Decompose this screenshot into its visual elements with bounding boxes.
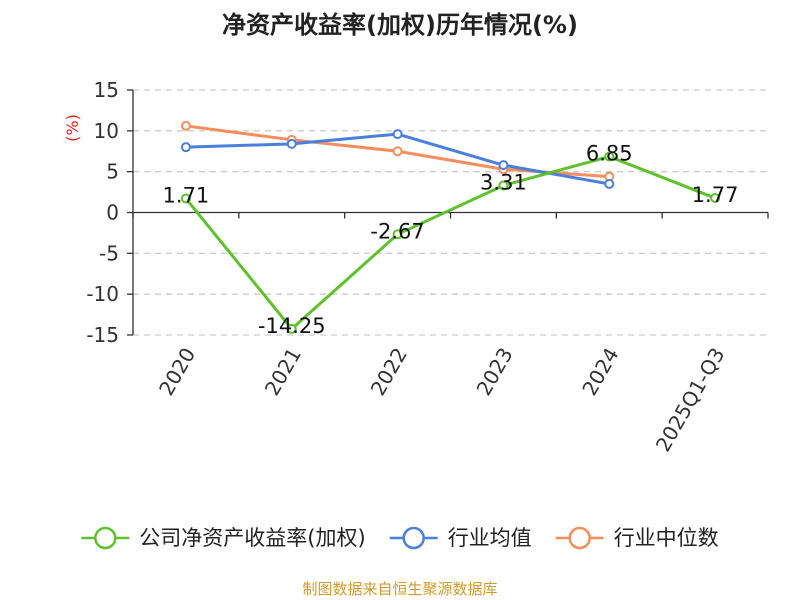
legend-swatch-marker	[402, 526, 425, 550]
y-tick-label: 0	[106, 201, 119, 225]
data-label: 3.31	[480, 170, 527, 194]
chart-title: 净资产收益率(加权)历年情况(%)	[222, 11, 578, 39]
y-tick-label: 5	[106, 160, 119, 184]
x-tick-label: 2025Q1-Q3	[651, 344, 730, 456]
data-point	[392, 129, 403, 140]
data-point	[286, 323, 297, 334]
data-labels: 1.71 -14.25 -2.67 3.31 6.85 1.77	[163, 142, 739, 338]
data-point	[604, 178, 615, 189]
legend-label: 行业中位数	[614, 526, 719, 550]
legend-swatch-marker	[568, 526, 591, 550]
x-tick-label: 2020	[154, 344, 200, 400]
data-point	[392, 229, 403, 240]
y-tick-label: 15	[94, 78, 119, 102]
x-tick-label: 2023	[472, 344, 518, 400]
data-label: 6.85	[586, 142, 633, 166]
data-label: -2.67	[370, 219, 424, 243]
data-point	[180, 142, 191, 153]
axes: 15 10 5 0 -5 -10 -15 2020 2021 2022 2023 2024 2025Q1…	[86, 78, 769, 456]
data-label: 1.71	[163, 184, 210, 208]
series-line	[184, 155, 716, 331]
y-tick-label: -5	[99, 241, 119, 265]
data-point	[180, 193, 191, 204]
legend-label: 行业均值	[448, 526, 532, 550]
source-note: 制图数据来自恒生聚源数据库	[302, 580, 497, 598]
y-axis-unit: (%)	[63, 114, 82, 142]
legend-item[interactable]: 行业中位数	[555, 526, 719, 550]
legend-label: 公司净资产收益率(加权)	[139, 526, 365, 550]
data-point	[498, 180, 509, 191]
x-tick-label: 2024	[577, 344, 623, 400]
series-line	[185, 132, 610, 186]
grid	[133, 89, 768, 336]
y-tick-label: -10	[86, 282, 119, 306]
data-point	[286, 138, 297, 149]
series	[180, 120, 721, 334]
legend-item[interactable]: 行业均值	[389, 526, 532, 550]
data-point	[180, 120, 191, 131]
legend-item[interactable]: 公司净资产收益率(加权)	[81, 526, 366, 550]
legend: 公司净资产收益率(加权) 行业均值 行业中位数	[81, 526, 719, 550]
x-tick-label: 2021	[260, 344, 306, 400]
data-point	[604, 151, 615, 162]
data-point	[710, 193, 721, 204]
data-point	[392, 146, 403, 157]
y-tick-label: -15	[86, 323, 119, 347]
data-point	[498, 160, 509, 171]
data-label: -14.25	[258, 314, 326, 338]
legend-swatch-marker	[94, 526, 117, 550]
data-label: 1.77	[692, 183, 739, 207]
y-tick-label: 10	[94, 119, 119, 143]
x-tick-label: 2022	[366, 344, 412, 400]
